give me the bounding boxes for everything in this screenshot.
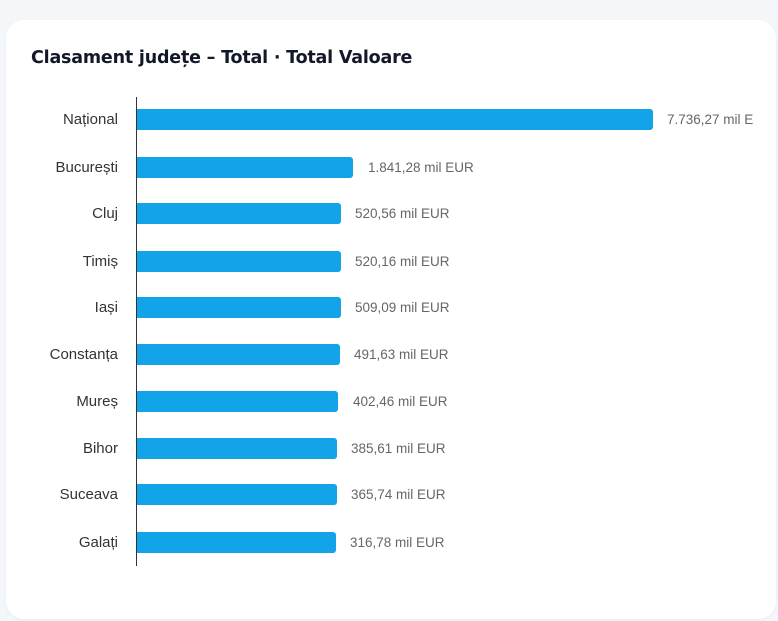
category-label: Suceava <box>59 486 118 503</box>
bar[interactable] <box>137 532 336 553</box>
category-label: Timiș <box>82 253 118 270</box>
category-label: Bihor <box>82 440 118 457</box>
value-label: 509,09 mil EUR <box>355 300 450 315</box>
value-label: 491,63 mil EUR <box>354 347 449 362</box>
bar[interactable] <box>137 297 341 318</box>
category-label: Cluj <box>92 205 118 222</box>
bar-row-bihor: Bihor 385,61 mil EUR <box>6 437 776 461</box>
value-label: 520,56 mil EUR <box>355 206 450 221</box>
value-label: 1.841,28 mil EUR <box>368 160 474 175</box>
category-label: Mureș <box>76 393 118 410</box>
bar[interactable] <box>137 484 337 505</box>
bar-row-mures: Mureș 402,46 mil EUR <box>6 390 776 414</box>
chart-title: Clasament județe – Total · Total Valoare <box>31 48 413 68</box>
bar[interactable] <box>137 438 337 459</box>
bar-row-national: Național 7.736,27 mil E <box>6 108 776 132</box>
category-label: Galați <box>78 534 118 551</box>
bar[interactable] <box>137 344 340 365</box>
bar-row-suceava: Suceava 365,74 mil EUR <box>6 483 776 507</box>
bar-row-bucuresti: București 1.841,28 mil EUR <box>6 156 776 180</box>
bar-row-iasi: Iași 509,09 mil EUR <box>6 296 776 320</box>
bar[interactable] <box>137 391 338 412</box>
category-label: Constanța <box>49 346 118 363</box>
bar[interactable] <box>137 203 341 224</box>
category-label: Național <box>62 111 118 128</box>
value-label: 7.736,27 mil E <box>667 112 754 127</box>
bar[interactable] <box>137 109 653 130</box>
category-label: București <box>55 159 118 176</box>
bar-row-timis: Timiș 520,16 mil EUR <box>6 250 776 274</box>
value-label: 520,16 mil EUR <box>355 254 450 269</box>
value-label: 402,46 mil EUR <box>353 394 448 409</box>
value-label: 316,78 mil EUR <box>350 535 445 550</box>
chart-card: Clasament județe – Total · Total Valoare… <box>6 20 776 619</box>
bar-row-galati: Galați 316,78 mil EUR <box>6 531 776 555</box>
y-axis-line <box>136 97 137 566</box>
category-label: Iași <box>94 299 118 316</box>
value-label: 365,74 mil EUR <box>351 487 446 502</box>
bar-row-constanta: Constanța 491,63 mil EUR <box>6 343 776 367</box>
value-label: 385,61 mil EUR <box>351 441 446 456</box>
bar[interactable] <box>137 251 341 272</box>
bar[interactable] <box>137 157 353 178</box>
bar-row-cluj: Cluj 520,56 mil EUR <box>6 202 776 226</box>
